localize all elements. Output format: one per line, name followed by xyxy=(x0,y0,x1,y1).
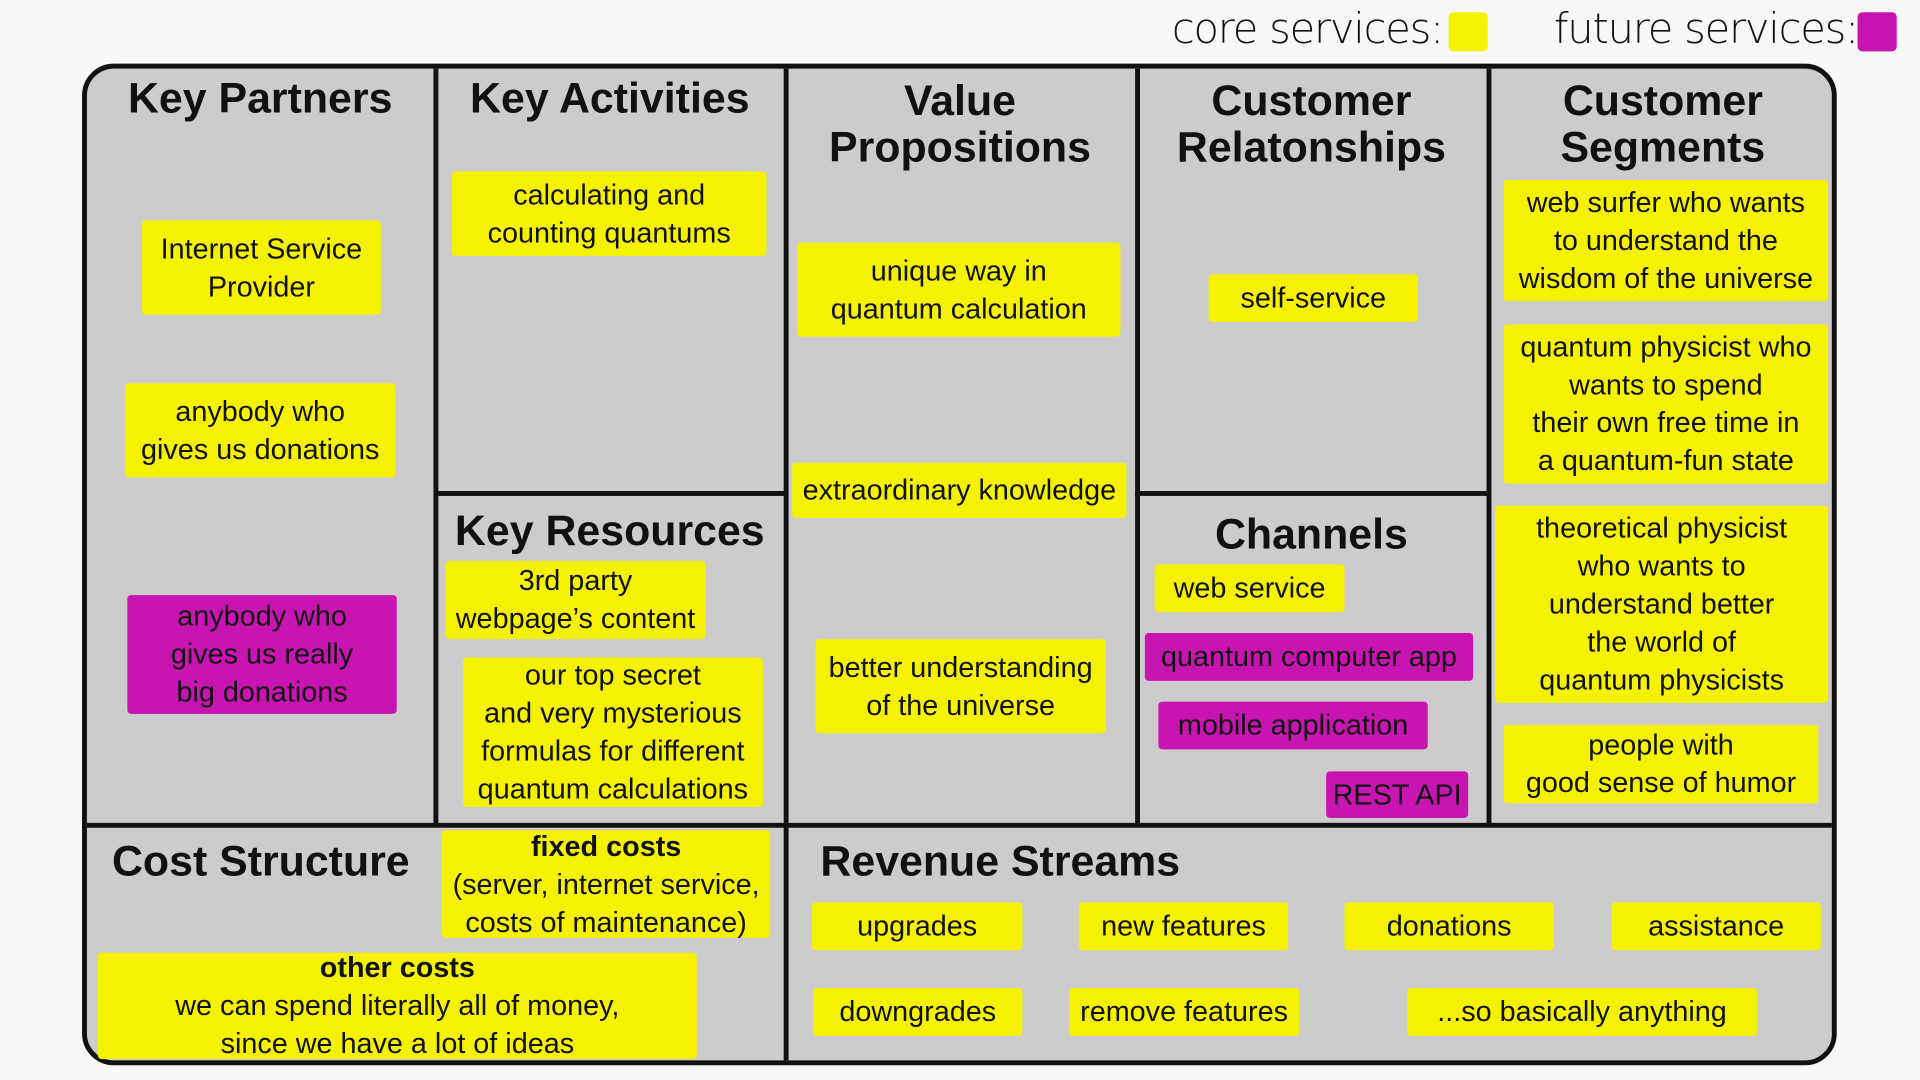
legend-core-swatch xyxy=(1448,12,1488,52)
divider xyxy=(1486,68,1492,826)
heading-customer-segments: Customer Segments xyxy=(1560,77,1766,172)
heading-key-resources: Key Resources xyxy=(454,506,765,555)
sticky-note[interactable]: upgrades xyxy=(811,902,1023,951)
sticky-note[interactable]: assistance xyxy=(1611,902,1821,951)
heading-key-activities: Key Activities xyxy=(470,74,750,123)
heading-cost-structure: Cost Structure xyxy=(111,837,410,886)
heading-value-propositions: Value Propositions xyxy=(829,77,1091,172)
legend-core-label: core services: xyxy=(1171,4,1444,54)
sticky-note[interactable]: self-service xyxy=(1208,274,1418,323)
divider xyxy=(433,68,439,826)
sticky-note-other-costs[interactable]: other costs we can spend literally all o… xyxy=(97,951,697,1060)
heading-customer-relationships: Customer Relatonships xyxy=(1176,77,1446,172)
heading-key-partners: Key Partners xyxy=(127,74,393,123)
divider xyxy=(783,68,789,1061)
sticky-note[interactable]: web service xyxy=(1154,564,1345,613)
sticky-note[interactable]: people with good sense of humor xyxy=(1503,724,1819,804)
sticky-note[interactable]: extraordinary knowledge xyxy=(792,462,1127,518)
heading-channels: Channels xyxy=(1214,510,1408,559)
divider xyxy=(1135,68,1141,826)
sticky-note-future[interactable]: anybody who gives us really big donation… xyxy=(127,595,397,714)
sticky-note[interactable]: 3rd party webpage’s content xyxy=(445,560,706,640)
sticky-note-future[interactable]: REST API xyxy=(1326,771,1469,818)
sticky-note[interactable]: Internet Service Provider xyxy=(142,220,381,315)
sticky-note-future[interactable]: quantum computer app xyxy=(1144,633,1474,681)
sticky-note[interactable]: new features xyxy=(1078,902,1289,951)
sticky-note[interactable]: remove features xyxy=(1068,988,1300,1036)
divider xyxy=(1135,491,1491,496)
note-text: we can spend literally all of money, sin… xyxy=(175,989,620,1060)
sticky-note[interactable]: better understanding of the universe xyxy=(815,639,1106,734)
sticky-note[interactable]: downgrades xyxy=(813,988,1023,1036)
legend-future-swatch xyxy=(1857,12,1897,52)
sticky-note-future[interactable]: mobile application xyxy=(1158,701,1428,750)
sticky-note[interactable]: unique way in quantum calculation xyxy=(797,242,1121,337)
divider xyxy=(433,491,789,496)
sticky-note[interactable]: calculating and counting quantums xyxy=(451,171,767,256)
note-text: (server, internet service, costs of main… xyxy=(452,867,760,938)
sticky-note[interactable]: web surfer who wants to understand the w… xyxy=(1503,180,1829,302)
divider xyxy=(86,822,1832,828)
sticky-note[interactable]: theoretical physicist who wants to under… xyxy=(1495,505,1829,703)
sticky-note[interactable]: ...so basically anything xyxy=(1406,988,1758,1036)
sticky-note-fixed-costs[interactable]: fixed costs (server, internet service, c… xyxy=(442,829,771,938)
sticky-note[interactable]: quantum physicist who wants to spend the… xyxy=(1503,324,1829,484)
sticky-note[interactable]: anybody who gives us donations xyxy=(124,383,396,478)
note-title: other costs xyxy=(319,951,475,984)
sticky-note[interactable]: our top secret and very mysterious formu… xyxy=(462,657,763,807)
note-title: fixed costs xyxy=(530,829,682,862)
sticky-note[interactable]: donations xyxy=(1344,902,1554,951)
heading-revenue-streams: Revenue Streams xyxy=(820,837,1181,886)
legend-future-label: future services: xyxy=(1553,4,1859,54)
